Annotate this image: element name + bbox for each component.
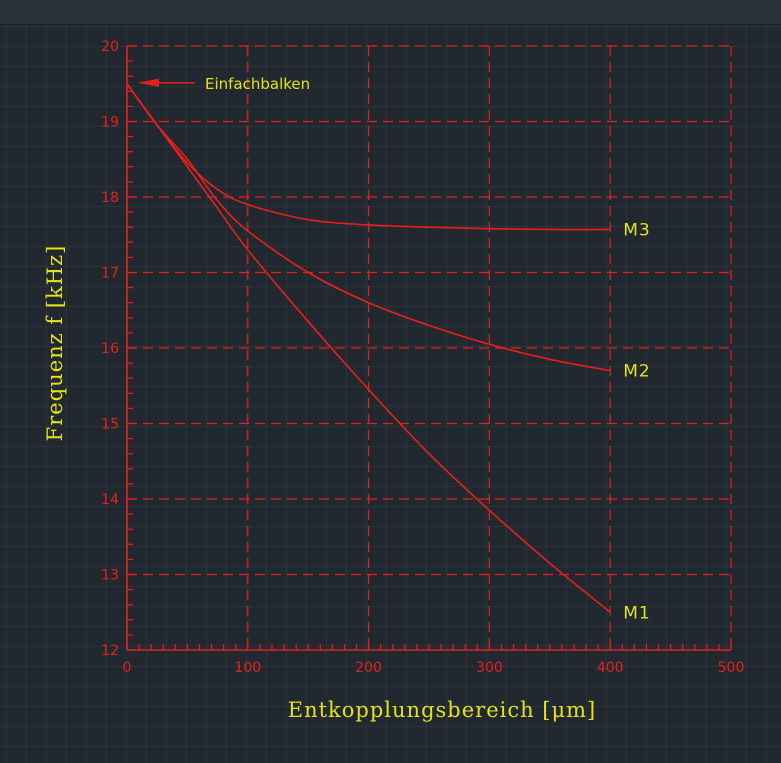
y-tick-label: 18 — [101, 190, 119, 206]
annotation-einfachbalken: Einfachbalken — [205, 75, 310, 93]
series-label-m2: M2 — [623, 362, 650, 382]
annotations: Einfachbalken — [137, 75, 310, 93]
series-labels: M1 M2 M3 — [623, 220, 650, 623]
x-tick-label: 200 — [355, 660, 382, 676]
series-line-m3 — [126, 83, 611, 231]
x-tick-label: 400 — [597, 660, 624, 676]
y-tick-label: 16 — [101, 341, 119, 357]
y-tick-label: 14 — [101, 492, 119, 508]
y-tick-label: 13 — [101, 568, 119, 584]
y-tick-label: 17 — [101, 266, 119, 282]
series-line-m2 — [126, 83, 611, 372]
x-tick-label: 300 — [476, 660, 503, 676]
series-layer — [126, 83, 611, 613]
series-label-m1: M1 — [623, 603, 650, 623]
series-label-m3: M3 — [623, 220, 650, 240]
x-axis-title: Entkopplungsbereich [μm] — [288, 698, 597, 722]
series-line-m1 — [126, 83, 611, 613]
grid-layer — [127, 45, 732, 650]
title-bar — [0, 0, 781, 25]
x-tick-label: 0 — [123, 660, 132, 676]
x-tick-label: 500 — [718, 660, 745, 676]
annotation-arrow-head — [137, 78, 159, 87]
y-axis-title: Frequenz f [kHz] — [43, 245, 67, 442]
y-tick-label: 20 — [101, 39, 119, 55]
y-tick-label: 19 — [101, 115, 119, 131]
y-tick-label: 12 — [101, 643, 119, 659]
tick-labels: 0 100 200 300 400 500 12 13 14 15 16 17 18 19 20 — [101, 39, 744, 676]
x-tick-label: 100 — [234, 660, 261, 676]
y-tick-label: 15 — [101, 417, 119, 433]
axis-layer — [126, 45, 732, 651]
